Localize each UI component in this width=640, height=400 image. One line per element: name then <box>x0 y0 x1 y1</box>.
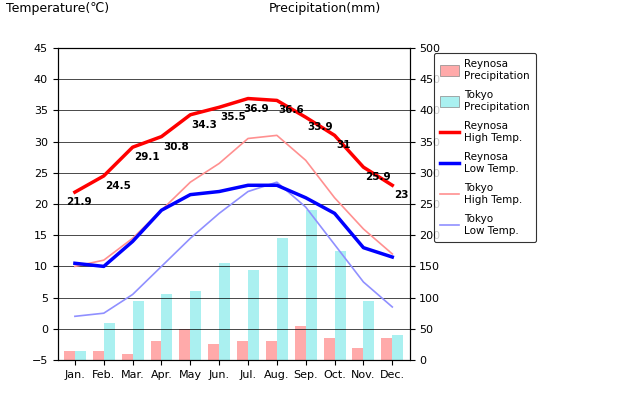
Tokyo
Low Temp. <box>360 280 367 284</box>
Tokyo
High Temp. <box>157 208 165 213</box>
Reynosa
Low Temp. <box>215 189 223 194</box>
Reynosa
Low Temp. <box>388 255 396 260</box>
Bar <box>150 341 161 360</box>
Text: 33.9: 33.9 <box>307 122 333 132</box>
Tokyo
High Temp. <box>186 180 194 184</box>
Bar <box>381 338 392 360</box>
Text: Temperature(℃): Temperature(℃) <box>6 2 109 15</box>
Bar <box>324 338 335 360</box>
Legend: Reynosa
Precipitation, Tokyo
Precipitation, Reynosa
High Temp., Reynosa
Low Temp: Reynosa Precipitation, Tokyo Precipitati… <box>434 53 536 242</box>
Reynosa
High Temp. <box>302 115 310 120</box>
Tokyo
Low Temp. <box>157 264 165 269</box>
Reynosa
High Temp. <box>388 183 396 188</box>
Tokyo
Low Temp. <box>100 311 108 316</box>
Tokyo
Low Temp. <box>71 314 79 319</box>
Tokyo
High Temp. <box>388 252 396 256</box>
Bar <box>122 354 132 360</box>
Reynosa
High Temp. <box>215 105 223 110</box>
Reynosa
High Temp. <box>100 174 108 178</box>
Bar <box>335 251 346 360</box>
Text: 34.3: 34.3 <box>192 120 218 130</box>
Reynosa
High Temp. <box>71 190 79 194</box>
Tokyo
Low Temp. <box>129 292 136 297</box>
Reynosa
Low Temp. <box>100 264 108 269</box>
Reynosa
High Temp. <box>331 133 339 138</box>
Bar <box>190 291 202 360</box>
Line: Tokyo
Low Temp.: Tokyo Low Temp. <box>75 182 392 316</box>
Tokyo
High Temp. <box>360 226 367 231</box>
Bar <box>93 351 104 360</box>
Tokyo
High Temp. <box>215 161 223 166</box>
Bar <box>104 322 115 360</box>
Tokyo
High Temp. <box>244 136 252 141</box>
Tokyo
Low Temp. <box>186 236 194 241</box>
Bar <box>364 301 374 360</box>
Text: 30.8: 30.8 <box>163 142 189 152</box>
Tokyo
High Temp. <box>129 236 136 241</box>
Tokyo
Low Temp. <box>331 242 339 247</box>
Tokyo
Low Temp. <box>244 189 252 194</box>
Reynosa
Low Temp. <box>273 183 281 188</box>
Reynosa
High Temp. <box>186 112 194 117</box>
Tokyo
High Temp. <box>331 195 339 200</box>
Reynosa
Low Temp. <box>157 208 165 213</box>
Bar <box>295 326 306 360</box>
Tokyo
Low Temp. <box>302 205 310 210</box>
Bar <box>208 344 219 360</box>
Reynosa
Low Temp. <box>71 261 79 266</box>
Text: 21.9: 21.9 <box>67 197 92 207</box>
Reynosa
Low Temp. <box>129 239 136 244</box>
Text: Precipitation(mm): Precipitation(mm) <box>269 2 381 15</box>
Bar <box>161 294 172 360</box>
Reynosa
High Temp. <box>157 134 165 139</box>
Bar <box>306 210 317 360</box>
Bar <box>392 335 403 360</box>
Reynosa
Low Temp. <box>360 245 367 250</box>
Reynosa
Low Temp. <box>186 192 194 197</box>
Line: Reynosa
Low Temp.: Reynosa Low Temp. <box>75 185 392 266</box>
Reynosa
High Temp. <box>273 98 281 103</box>
Line: Tokyo
High Temp.: Tokyo High Temp. <box>75 135 392 266</box>
Tokyo
High Temp. <box>302 158 310 163</box>
Bar <box>75 351 86 360</box>
Bar <box>219 263 230 360</box>
Tokyo
Low Temp. <box>273 180 281 184</box>
Bar <box>266 341 277 360</box>
Reynosa
Low Temp. <box>244 183 252 188</box>
Text: 36.6: 36.6 <box>278 106 304 116</box>
Bar <box>237 341 248 360</box>
Bar <box>353 348 364 360</box>
Tokyo
High Temp. <box>100 258 108 262</box>
Text: 29.1: 29.1 <box>134 152 160 162</box>
Text: 23: 23 <box>394 190 408 200</box>
Tokyo
Low Temp. <box>215 211 223 216</box>
Text: 25.9: 25.9 <box>365 172 390 182</box>
Reynosa
High Temp. <box>360 165 367 170</box>
Bar <box>179 329 190 360</box>
Line: Reynosa
High Temp.: Reynosa High Temp. <box>75 98 392 192</box>
Bar <box>277 238 288 360</box>
Bar <box>132 301 143 360</box>
Text: 31: 31 <box>336 140 351 150</box>
Reynosa
Low Temp. <box>331 211 339 216</box>
Text: 35.5: 35.5 <box>221 112 246 122</box>
Text: 36.9: 36.9 <box>244 104 269 114</box>
Reynosa
High Temp. <box>129 145 136 150</box>
Tokyo
High Temp. <box>71 264 79 269</box>
Reynosa
Low Temp. <box>302 195 310 200</box>
Bar <box>64 351 75 360</box>
Tokyo
High Temp. <box>273 133 281 138</box>
Tokyo
Low Temp. <box>388 304 396 309</box>
Bar <box>248 270 259 360</box>
Text: 24.5: 24.5 <box>105 181 131 191</box>
Reynosa
High Temp. <box>244 96 252 101</box>
